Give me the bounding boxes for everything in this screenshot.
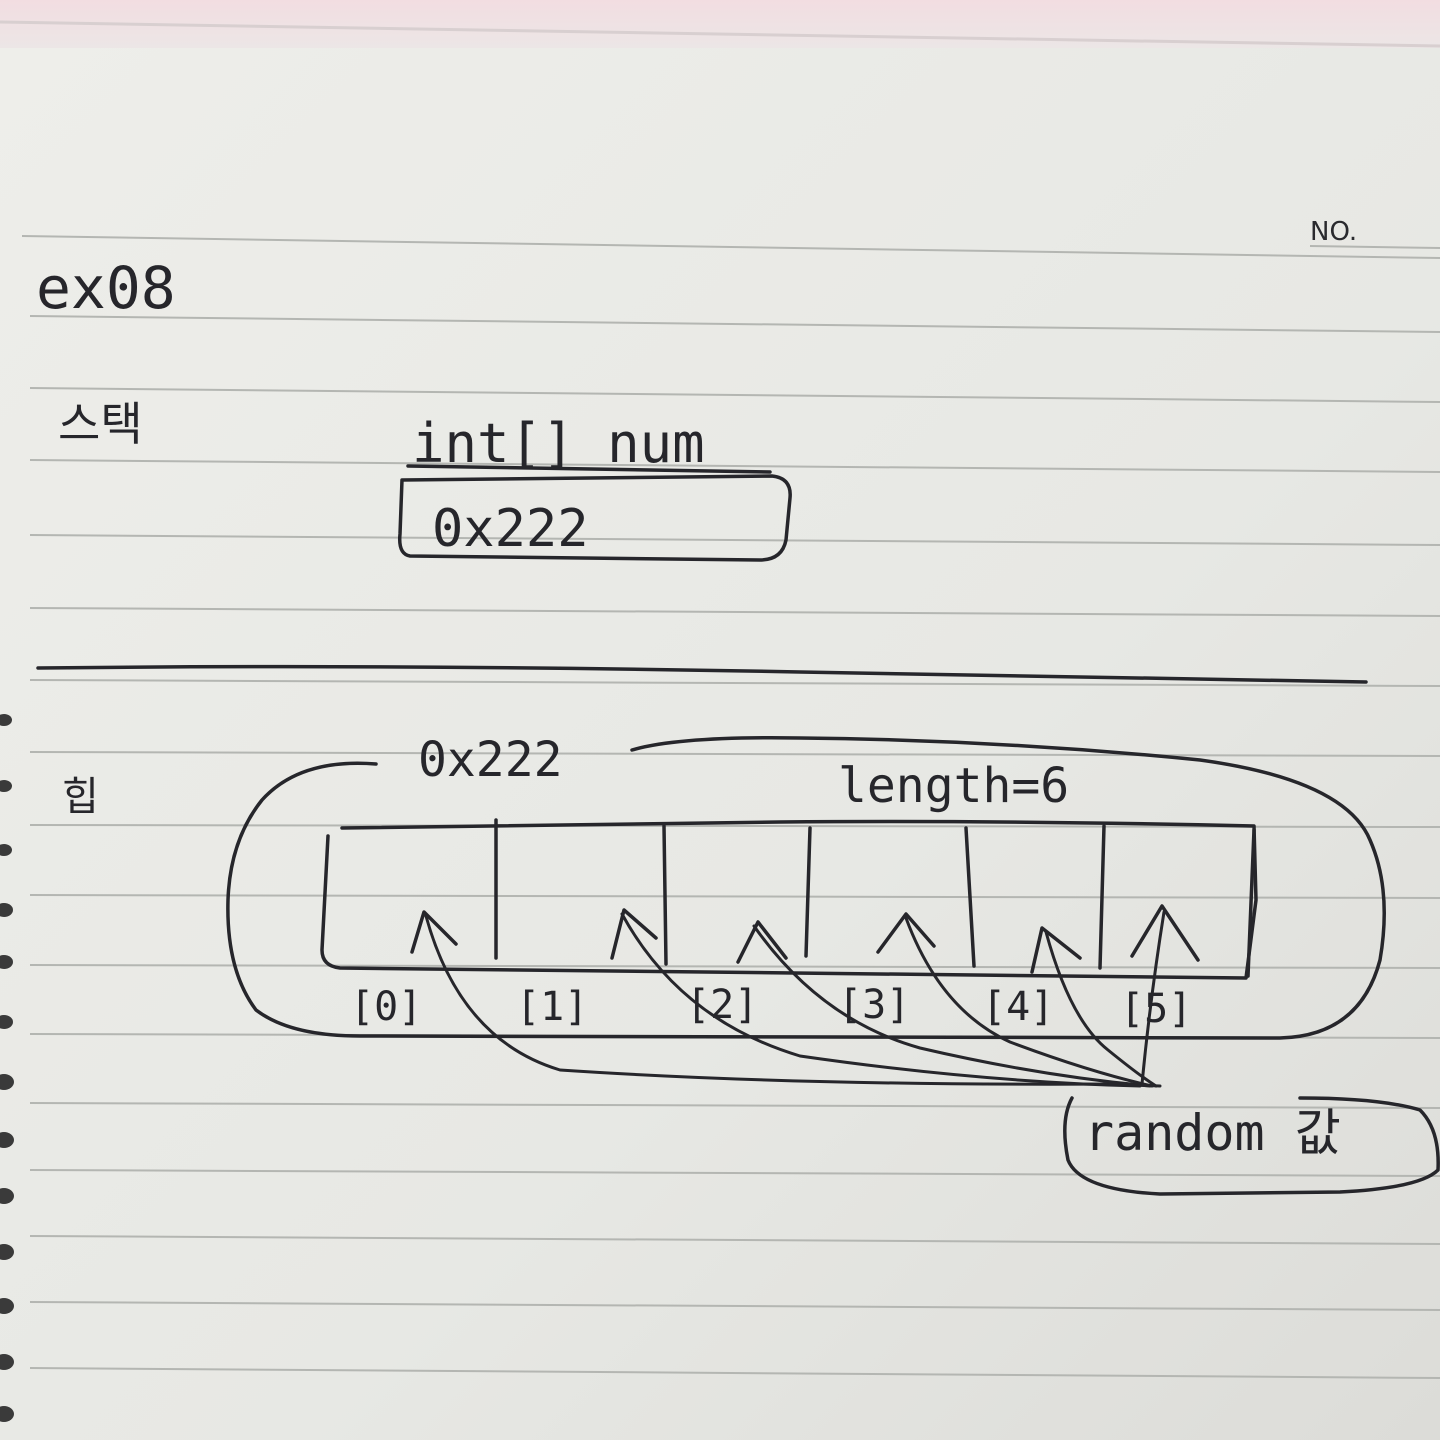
cell-divider bbox=[1098, 824, 1106, 970]
arrow-to-3 bbox=[904, 916, 1154, 1088]
index-label-3: [3] bbox=[838, 982, 910, 1028]
heap-array-address: 0x222 bbox=[418, 732, 563, 788]
heap-array bbox=[320, 818, 1258, 980]
array-length-label: length=6 bbox=[838, 758, 1069, 814]
cell-divider bbox=[1246, 828, 1256, 978]
cell-divider bbox=[662, 824, 668, 966]
arrowhead bbox=[410, 910, 458, 954]
stack-variable-box bbox=[397, 474, 792, 562]
no-label: NO. bbox=[1310, 217, 1357, 247]
arrow-to-0 bbox=[424, 914, 1122, 1086]
stack-variable-declaration: int[] num bbox=[412, 412, 705, 475]
random-value-bubble bbox=[1063, 1096, 1440, 1196]
array-outline bbox=[320, 819, 1258, 980]
heap-object-outline bbox=[226, 736, 1386, 1040]
index-labels: [0] [1] [2] [3] [4] [5] bbox=[350, 982, 1192, 1032]
arrowhead bbox=[1130, 904, 1200, 962]
arrowhead bbox=[876, 912, 936, 954]
spiral-binding bbox=[0, 714, 14, 1422]
arrow-origin bbox=[1108, 1082, 1162, 1088]
index-label-4: [4] bbox=[982, 984, 1054, 1030]
stack-heap-divider bbox=[36, 664, 1368, 684]
stack-reference-value: 0x222 bbox=[432, 499, 589, 559]
random-value-arrows bbox=[410, 904, 1200, 1088]
page-edge-line bbox=[0, 20, 1440, 48]
cell-divider bbox=[804, 826, 812, 958]
arrowhead bbox=[610, 908, 658, 960]
arrowhead bbox=[736, 920, 788, 964]
stack-note: 스택 bbox=[58, 397, 143, 451]
page-top-edge bbox=[0, 0, 1440, 48]
heap-note: 힙 bbox=[62, 774, 99, 820]
index-label-5: [5] bbox=[1120, 986, 1192, 1032]
cell-divider bbox=[964, 826, 976, 968]
random-value-label: random 값 bbox=[1084, 1104, 1341, 1162]
declaration-underline bbox=[406, 464, 772, 474]
arrow-to-2 bbox=[752, 924, 1152, 1088]
index-label-0: [0] bbox=[350, 984, 422, 1030]
page-title: ex08 bbox=[36, 254, 176, 322]
arrow-to-5 bbox=[1140, 910, 1166, 1086]
index-label-1: [1] bbox=[516, 984, 588, 1030]
arrowhead bbox=[1030, 926, 1082, 974]
arrow-to-1 bbox=[620, 912, 1142, 1088]
